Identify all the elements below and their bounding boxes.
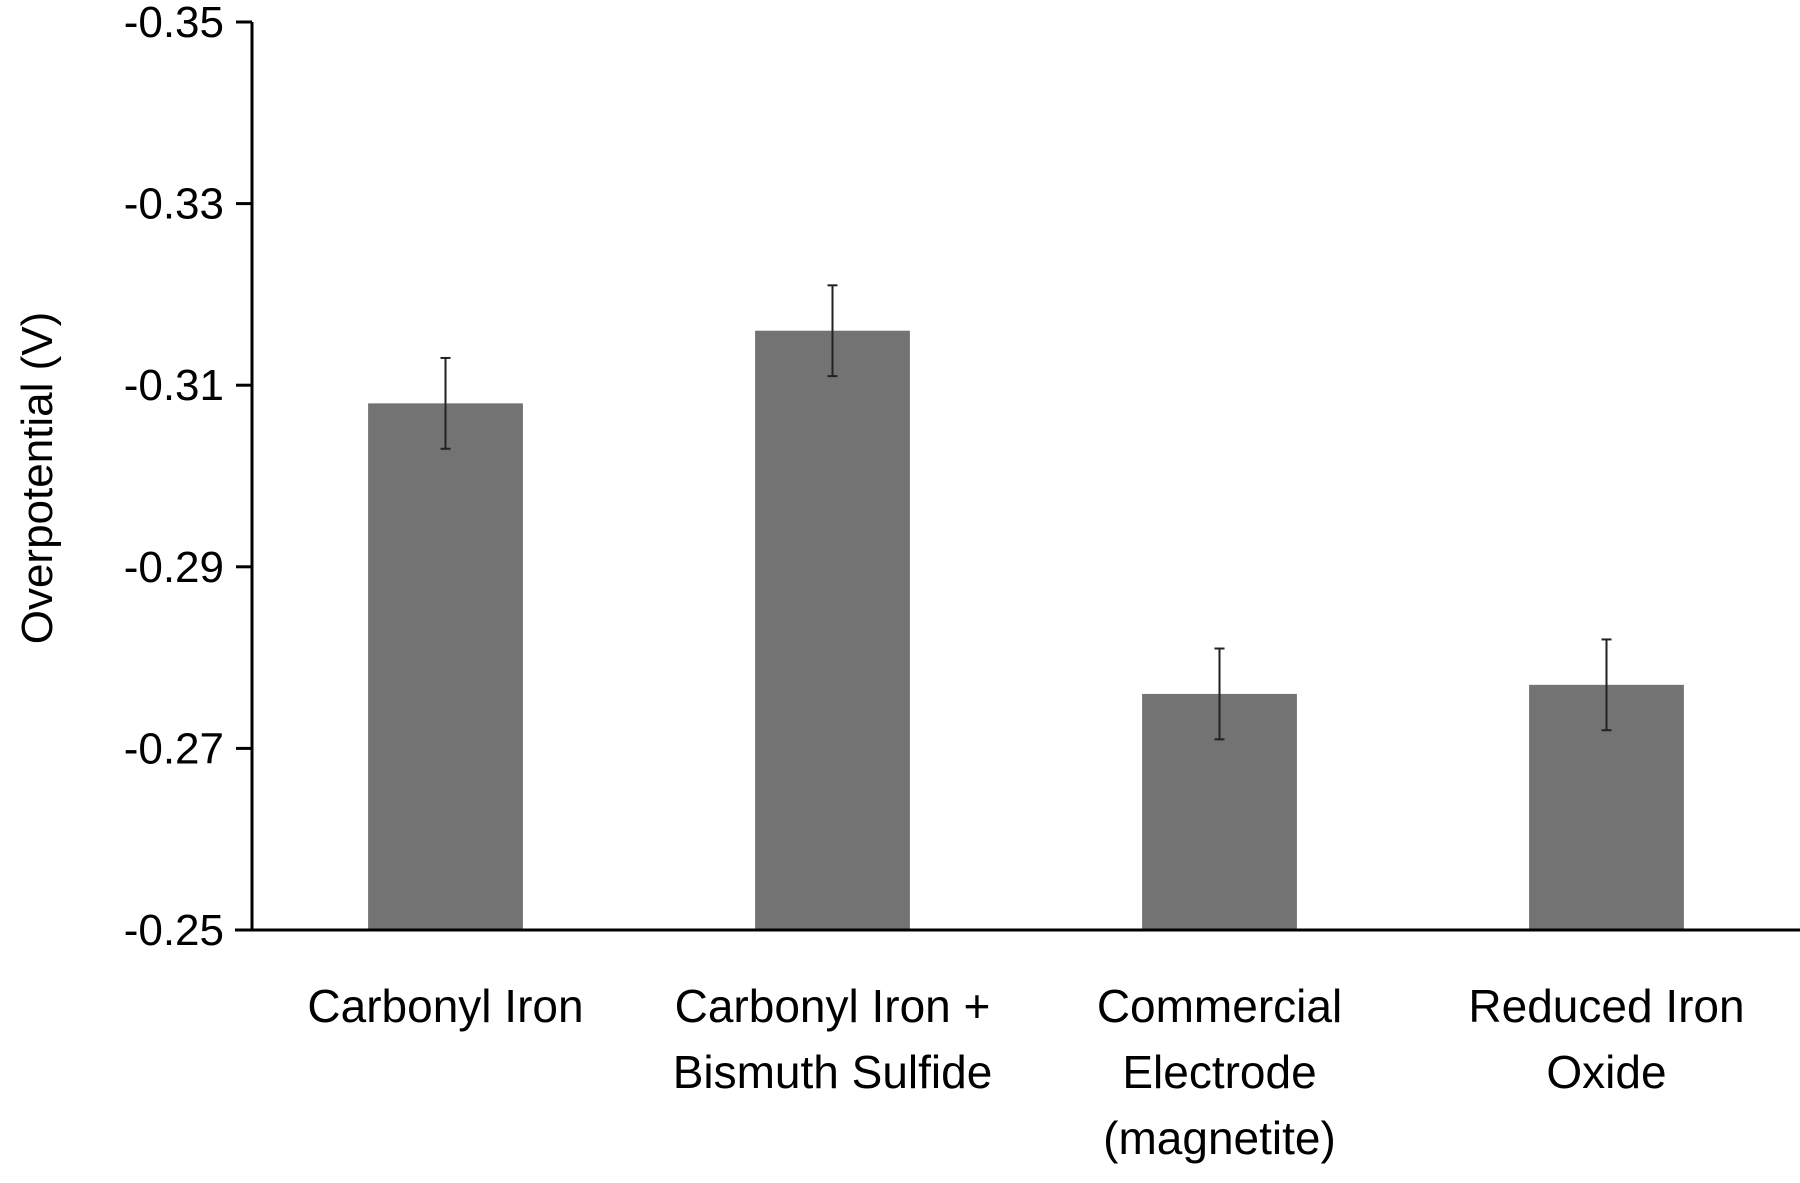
y-tick-label: -0.35 <box>124 0 224 47</box>
bar <box>368 403 523 930</box>
y-tick-label: -0.27 <box>124 724 224 773</box>
x-category-label-line: Oxide <box>1546 1046 1666 1098</box>
y-ticks-group: -0.35 -0.33 -0.31 -0.29 -0.27 -0.25 <box>124 0 252 955</box>
bars-group <box>368 330 1684 931</box>
error-bar <box>827 284 838 378</box>
bar <box>755 330 910 931</box>
x-category-label-line: Bismuth Sulfide <box>673 1046 993 1098</box>
x-category-label: Commercial Electrode (magnetite) <box>1097 980 1342 1164</box>
x-category-label-line: Carbonyl Iron <box>307 980 583 1032</box>
x-category-label: Carbonyl Iron + Bismuth Sulfide <box>673 980 993 1098</box>
error-bar <box>1601 638 1612 732</box>
error-bar <box>1214 647 1225 741</box>
y-tick-label: -0.29 <box>124 543 224 592</box>
y-tick-label: -0.31 <box>124 361 224 410</box>
x-category-label-line: Carbonyl Iron + <box>675 980 991 1032</box>
x-category-label-line: Commercial <box>1097 980 1342 1032</box>
error-bar <box>440 356 451 450</box>
x-category-label-line: Reduced Iron <box>1468 980 1744 1032</box>
y-tick-label: -0.33 <box>124 180 224 229</box>
y-tick-label: -0.25 <box>124 906 224 955</box>
x-category-label: Carbonyl Iron <box>307 980 583 1032</box>
x-labels-group: Carbonyl Iron Carbonyl Iron + Bismuth Sulf… <box>307 980 1744 1164</box>
x-category-label-line: Electrode <box>1122 1046 1316 1098</box>
x-category-label-line: (magnetite) <box>1103 1112 1336 1164</box>
x-category-label: Reduced Iron Oxide <box>1468 980 1744 1098</box>
y-axis-title: Overpotential (V) <box>13 312 62 645</box>
error-bars-group <box>440 284 1612 741</box>
